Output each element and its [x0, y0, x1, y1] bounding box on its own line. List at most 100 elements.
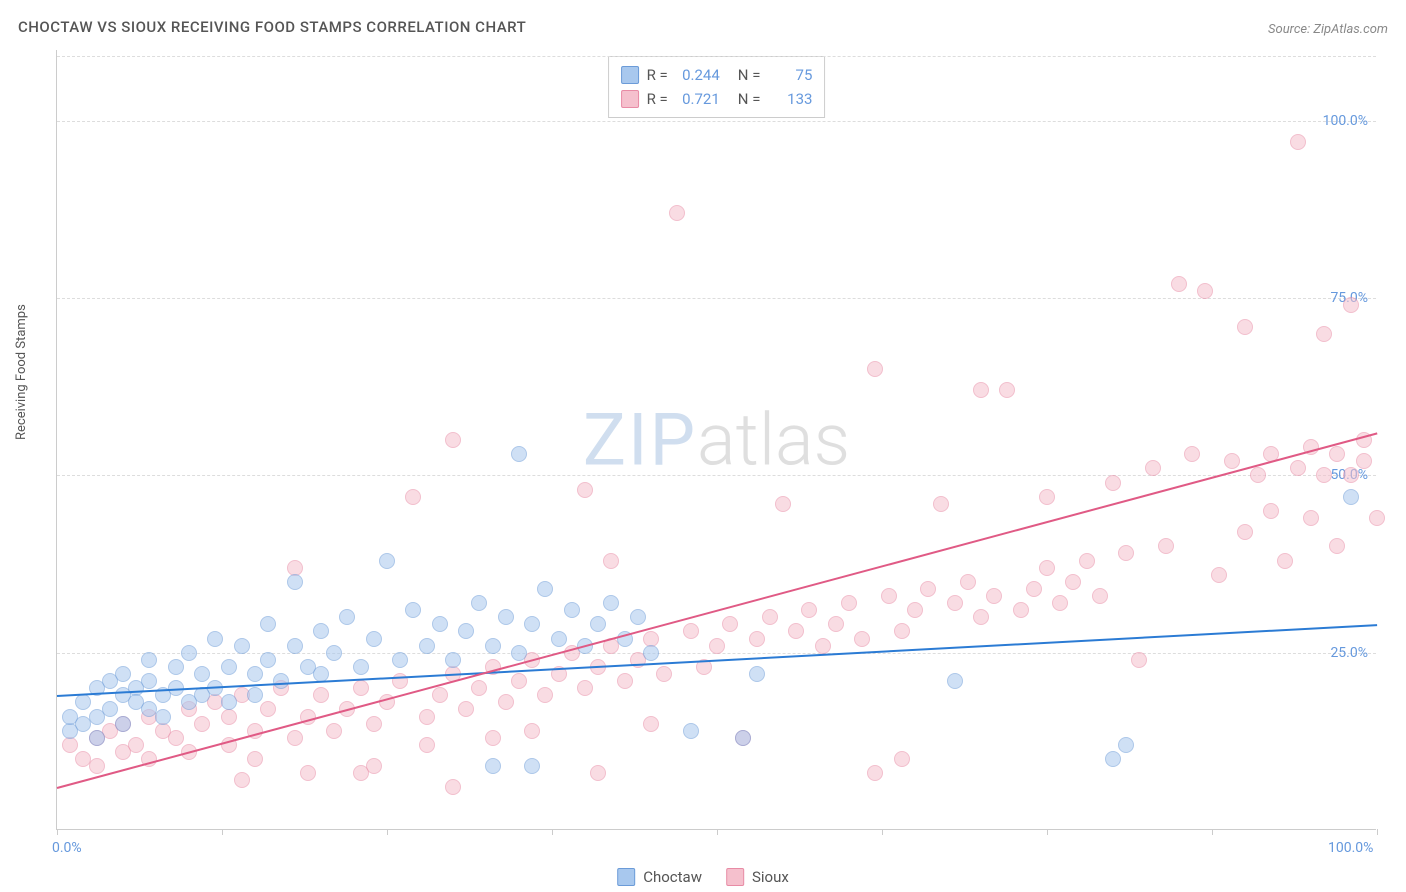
choctaw-point [590, 616, 606, 632]
r-value: 0.721 [676, 87, 720, 111]
sioux-point [1118, 545, 1134, 561]
choctaw-point [102, 701, 118, 717]
legend-swatch [621, 90, 639, 108]
choctaw-point [564, 602, 580, 618]
choctaw-point [643, 645, 659, 661]
sioux-point [986, 588, 1002, 604]
x-tick-label: 100.0% [1328, 840, 1373, 856]
legend-item: Sioux [726, 868, 789, 886]
watermark-zip: ZIP [583, 397, 697, 482]
choctaw-point [247, 666, 263, 682]
choctaw-point [366, 631, 382, 647]
sioux-point [973, 609, 989, 625]
sioux-point [1013, 602, 1029, 618]
sioux-point [471, 680, 487, 696]
sioux-point [1105, 475, 1121, 491]
choctaw-point [524, 758, 540, 774]
legend-label: Choctaw [643, 868, 702, 886]
x-tick [57, 829, 58, 835]
choctaw-point [260, 616, 276, 632]
sioux-point [445, 779, 461, 795]
choctaw-point [115, 716, 131, 732]
sioux-point [524, 723, 540, 739]
choctaw-point [947, 673, 963, 689]
x-tick [552, 829, 553, 835]
choctaw-point [498, 609, 514, 625]
choctaw-point [273, 673, 289, 689]
gridline [57, 56, 1376, 57]
sioux-point [1052, 595, 1068, 611]
choctaw-point [630, 609, 646, 625]
choctaw-point [379, 553, 395, 569]
choctaw-point [551, 631, 567, 647]
choctaw-point [458, 623, 474, 639]
y-tick-label: 25.0% [1330, 645, 1368, 661]
sioux-point [762, 609, 778, 625]
sioux-point [128, 737, 144, 753]
sioux-point [1237, 524, 1253, 540]
sioux-point [920, 581, 936, 597]
gridline [57, 121, 1376, 122]
sioux-point [458, 701, 474, 717]
sioux-point [537, 687, 553, 703]
choctaw-point [221, 694, 237, 710]
y-tick-label: 100.0% [1323, 113, 1368, 129]
choctaw-point [511, 446, 527, 462]
x-tick-label: 0.0% [52, 840, 82, 856]
sioux-point [656, 666, 672, 682]
gridline [57, 298, 1376, 299]
sioux-point [485, 730, 501, 746]
legend-swatch [617, 868, 635, 886]
sioux-point [841, 595, 857, 611]
sioux-point [89, 758, 105, 774]
sioux-point [960, 574, 976, 590]
sioux-point [405, 489, 421, 505]
choctaw-point [485, 758, 501, 774]
r-label: R = [647, 63, 668, 87]
sioux-point [1092, 588, 1108, 604]
choctaw-point [485, 638, 501, 654]
sioux-point [1211, 567, 1227, 583]
choctaw-point [207, 631, 223, 647]
choctaw-point [471, 595, 487, 611]
sioux-point [1356, 453, 1372, 469]
sioux-point [1290, 134, 1306, 150]
gridline [57, 475, 1376, 476]
sioux-point [1026, 581, 1042, 597]
sioux-point [1316, 467, 1332, 483]
sioux-point [1343, 297, 1359, 313]
choctaw-point [511, 645, 527, 661]
sioux-point [1065, 574, 1081, 590]
sioux-point [947, 595, 963, 611]
sioux-point [260, 701, 276, 717]
sioux-point [907, 602, 923, 618]
x-tick [1212, 829, 1213, 835]
choctaw-point [339, 609, 355, 625]
sioux-point [722, 616, 738, 632]
choctaw-point [432, 616, 448, 632]
choctaw-point [419, 638, 435, 654]
sioux-point [1250, 467, 1266, 483]
sioux-point [788, 623, 804, 639]
sioux-point [1316, 326, 1332, 342]
sioux-point [1237, 319, 1253, 335]
choctaw-point [1105, 751, 1121, 767]
sioux-point [775, 496, 791, 512]
legend: Choctaw Sioux [617, 868, 789, 886]
choctaw-point [168, 659, 184, 675]
choctaw-point [194, 666, 210, 682]
choctaw-point [524, 616, 540, 632]
sioux-point [353, 765, 369, 781]
choctaw-point [326, 645, 342, 661]
sioux-point [1224, 453, 1240, 469]
stats-row: R =0.244N =75 [621, 63, 813, 87]
sioux-point [643, 716, 659, 732]
choctaw-point [155, 709, 171, 725]
sioux-point [287, 730, 303, 746]
n-label: N = [738, 63, 761, 87]
sioux-point [1197, 283, 1213, 299]
choctaw-point [445, 652, 461, 668]
sioux-point [1079, 553, 1095, 569]
choctaw-point [1343, 489, 1359, 505]
choctaw-point [115, 666, 131, 682]
